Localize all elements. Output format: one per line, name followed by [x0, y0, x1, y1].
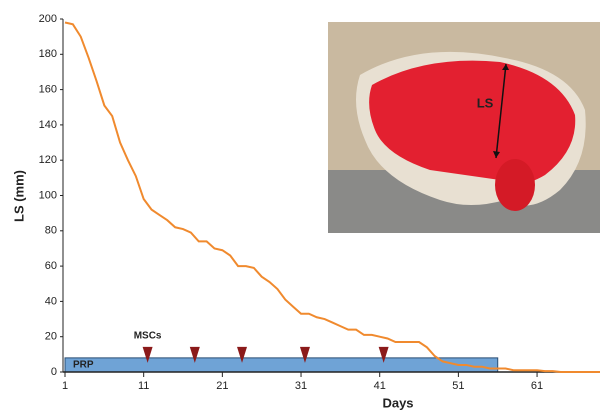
prp-label: PRP	[73, 360, 94, 371]
y-tick-label: 100	[39, 189, 57, 201]
x-tick-label: 21	[216, 380, 228, 392]
msc-marker	[299, 346, 310, 363]
y-axis-label: LS (mm)	[11, 170, 26, 222]
y-tick-label: 200	[39, 13, 57, 25]
x-tick-label: 11	[138, 380, 149, 392]
photo-inset: LS	[328, 22, 600, 233]
x-tick-label: 51	[452, 380, 464, 392]
prp-bar	[64, 357, 499, 373]
y-tick-label: 60	[45, 260, 57, 272]
photo-label: LS	[477, 95, 494, 110]
mscs-label: MSCs	[134, 331, 162, 342]
y-tick-label: 160	[39, 84, 57, 96]
y-tick-label: 80	[45, 225, 57, 237]
x-axis-label: Days	[382, 395, 413, 410]
y-tick-label: 140	[39, 119, 57, 131]
y-tick-label: 20	[45, 331, 57, 343]
x-tick-label: 61	[531, 380, 543, 392]
x-tick-label: 1	[62, 380, 68, 392]
x-tick-label: 41	[374, 380, 386, 392]
y-tick-label: 180	[39, 48, 57, 60]
data-line	[64, 21, 600, 373]
y-tick-label: 120	[39, 154, 57, 166]
msc-marker	[189, 346, 200, 363]
y-tick-label: 40	[45, 295, 57, 307]
msc-marker	[142, 346, 153, 363]
x-tick-label: 31	[295, 380, 307, 392]
msc-marker	[237, 346, 248, 363]
msc-marker	[378, 346, 389, 363]
y-tick-label: 0	[51, 366, 57, 378]
